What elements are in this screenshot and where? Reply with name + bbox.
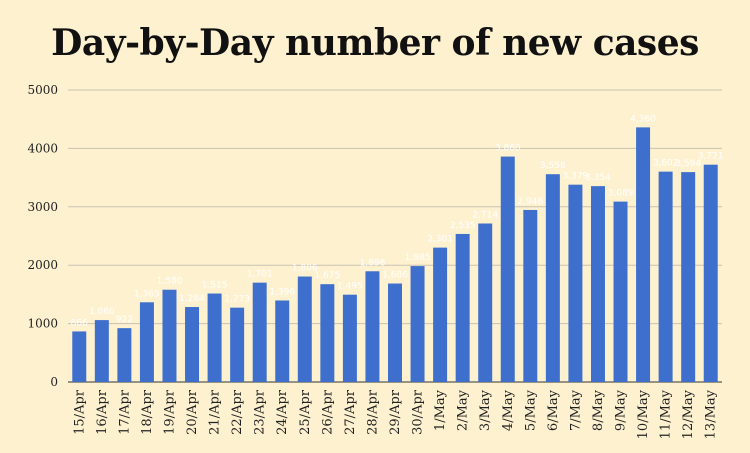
- data-label: 1,495: [337, 282, 363, 292]
- x-tick-label: 17/Apr: [117, 389, 132, 435]
- data-label: 866: [71, 318, 88, 328]
- data-label: 3,089: [608, 189, 634, 199]
- x-tick-label: 26/Apr: [320, 389, 335, 435]
- x-tick-label: 1/May: [433, 389, 448, 431]
- x-tick-label: 21/Apr: [208, 389, 223, 435]
- bar: [523, 209, 538, 382]
- y-tick-label: 5000: [27, 83, 58, 97]
- bar: [139, 302, 154, 382]
- bar: [681, 172, 696, 382]
- data-label: 1,580: [157, 277, 183, 287]
- bar: [320, 284, 335, 382]
- data-label: 1,675: [314, 271, 340, 281]
- data-label: 1,273: [224, 295, 250, 305]
- x-tick-label: 13/May: [704, 389, 719, 439]
- data-label: 2,714: [472, 211, 498, 221]
- bar: [568, 184, 583, 382]
- x-tick-label: 19/Apr: [162, 389, 177, 435]
- bar: [433, 247, 448, 382]
- data-label: 3,594: [675, 159, 701, 169]
- x-tick-label: 18/Apr: [140, 389, 155, 435]
- bar: [388, 283, 402, 382]
- x-tick-label: 15/Apr: [72, 389, 87, 435]
- data-label: 1,896: [360, 258, 386, 268]
- data-label: 2,946: [517, 197, 543, 207]
- x-tick-label: 8/May: [591, 389, 606, 431]
- bar: [185, 307, 200, 382]
- x-tick-label: 4/May: [501, 389, 516, 431]
- bar: [636, 127, 651, 382]
- x-tick-label: 25/Apr: [298, 389, 313, 435]
- bar: [162, 289, 177, 382]
- data-label: 1,284: [179, 294, 205, 304]
- data-label: 1,060: [89, 307, 115, 317]
- data-label: 1,365: [134, 289, 160, 299]
- bar: [500, 156, 515, 382]
- x-tick-label: 12/May: [681, 389, 696, 439]
- x-tick-label: 9/May: [614, 389, 629, 431]
- bar: [478, 223, 493, 382]
- x-tick-label: 29/Apr: [388, 389, 403, 435]
- bar: [410, 266, 425, 382]
- bar: [252, 282, 267, 382]
- data-label: 3,860: [495, 144, 521, 154]
- y-tick-label: 1000: [27, 317, 58, 331]
- chart-title: Day-by-Day number of new cases: [51, 22, 699, 64]
- y-tick-label: 2000: [27, 258, 58, 272]
- x-tick-label: 30/Apr: [411, 389, 426, 435]
- bar: [275, 300, 290, 382]
- data-label: 922: [116, 315, 133, 325]
- data-label: 1,806: [292, 264, 318, 274]
- bar: [658, 171, 673, 382]
- x-tick-label: 22/Apr: [230, 389, 245, 435]
- y-tick-label: 3000: [27, 200, 58, 214]
- x-tick-label: 20/Apr: [185, 389, 200, 435]
- bar: [117, 328, 132, 382]
- bar: [703, 164, 718, 382]
- data-label: 1,985: [405, 253, 431, 263]
- y-tick-label: 0: [50, 375, 58, 389]
- bar: [455, 233, 470, 382]
- x-tick-label: 7/May: [568, 389, 583, 431]
- data-label: 1,701: [247, 270, 273, 280]
- x-tick-label: 11/May: [659, 389, 674, 439]
- data-label: 3,721: [698, 152, 724, 162]
- bar: [94, 320, 109, 382]
- data-label: 2,535: [450, 221, 476, 231]
- bar: [207, 293, 222, 382]
- x-tick-label: 6/May: [546, 389, 561, 431]
- data-label: 3,354: [585, 173, 611, 183]
- bar: [365, 271, 380, 382]
- x-tick-label: 27/Apr: [343, 389, 358, 435]
- data-label: 3,602: [653, 159, 679, 169]
- data-label: 1,396: [269, 287, 295, 297]
- x-tick-label: 23/Apr: [253, 389, 268, 435]
- bar: [613, 201, 628, 382]
- bar: [590, 186, 605, 382]
- data-label: 2,301: [427, 235, 453, 245]
- data-label: 3,558: [540, 161, 566, 171]
- x-tick-label: 10/May: [636, 389, 651, 439]
- bar: [297, 276, 312, 382]
- data-label: 1,686: [382, 271, 408, 281]
- x-tick-label: 5/May: [523, 389, 538, 431]
- bar: [72, 331, 87, 382]
- x-tick-label: 2/May: [456, 389, 471, 431]
- data-label: 1,515: [202, 281, 228, 291]
- x-tick-label: 3/May: [478, 389, 493, 431]
- data-label: 4,360: [630, 114, 656, 124]
- y-tick-label: 4000: [27, 141, 58, 155]
- bar: [342, 294, 357, 382]
- data-label: 3,379: [563, 172, 589, 182]
- x-tick-label: 28/Apr: [365, 389, 380, 435]
- bar: [545, 174, 560, 382]
- x-tick-label: 16/Apr: [95, 389, 110, 435]
- bar: [230, 307, 245, 382]
- x-tick-label: 24/Apr: [275, 389, 290, 435]
